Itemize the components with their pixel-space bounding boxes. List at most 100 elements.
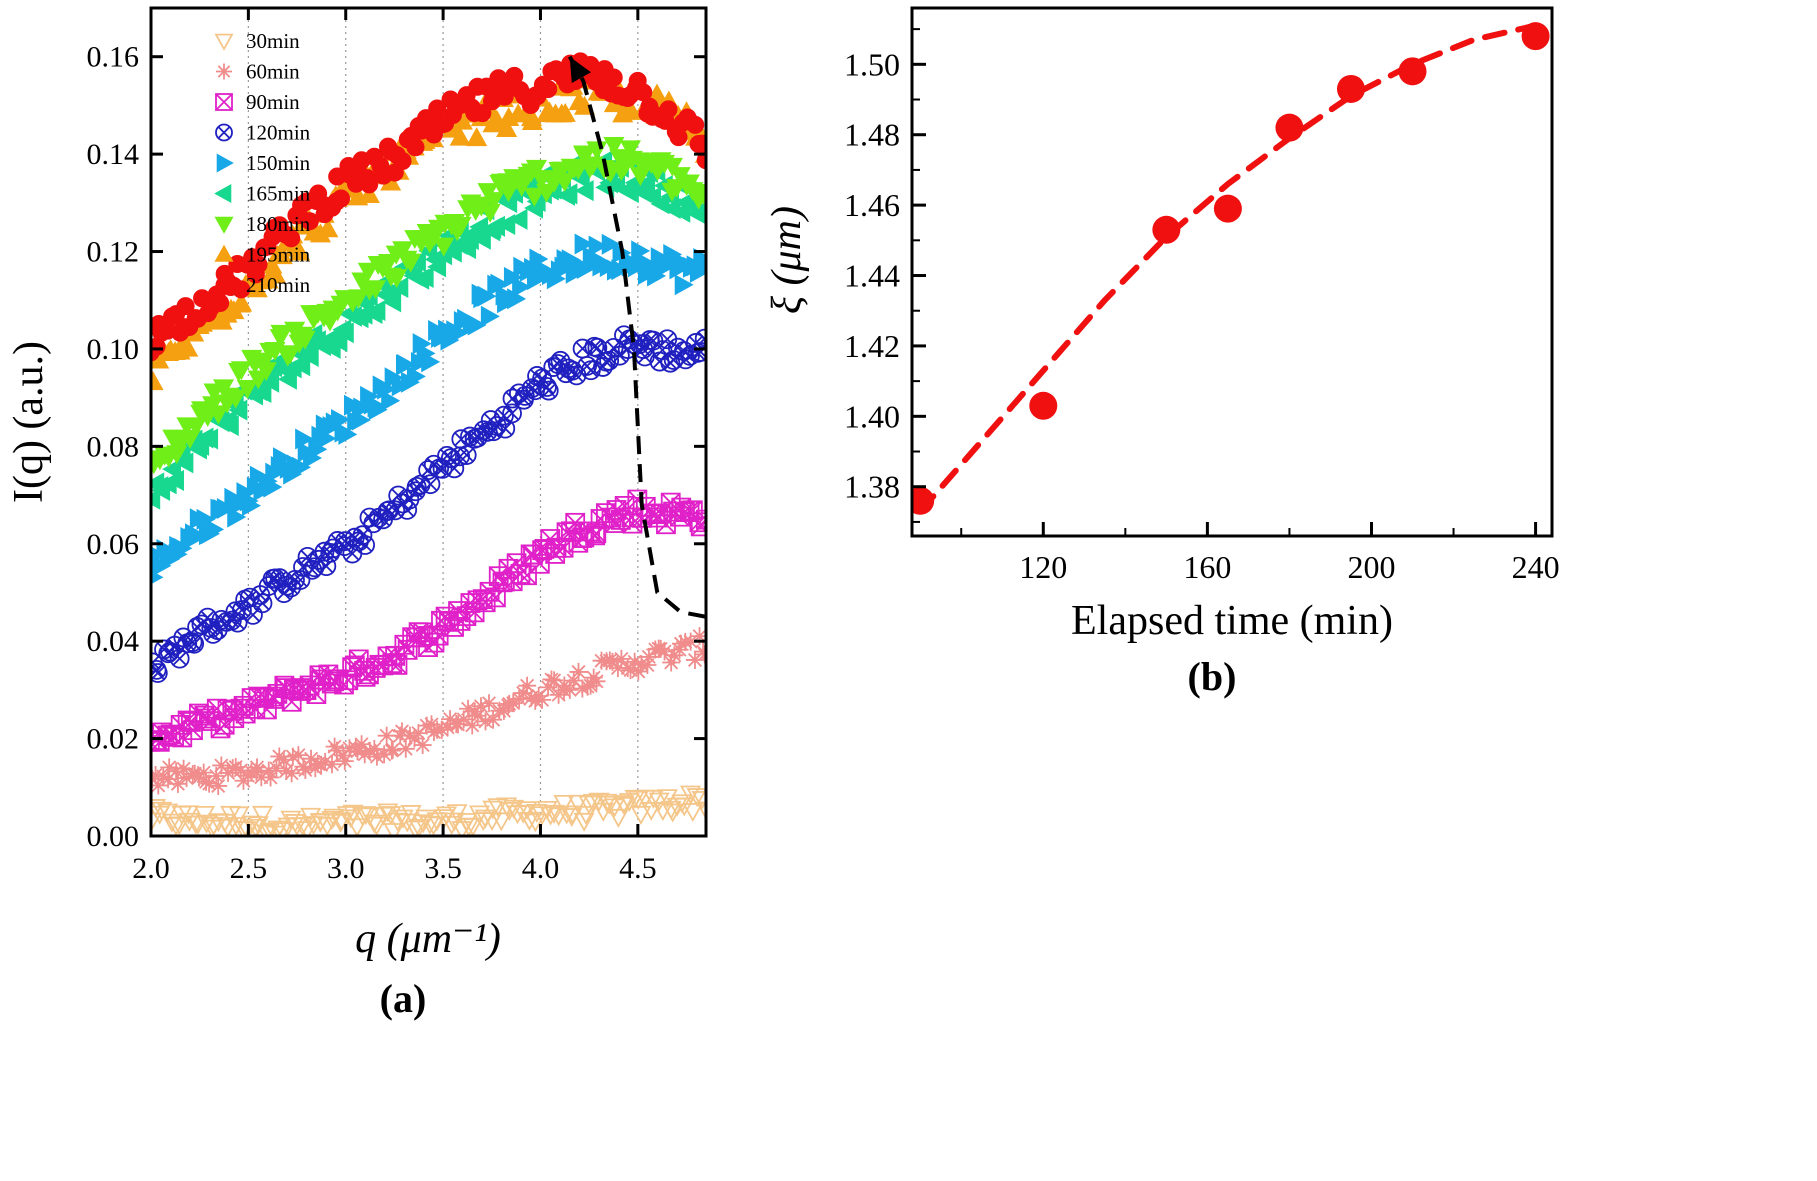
data-point [630,805,652,825]
data-point [618,793,640,813]
data-point [282,229,301,248]
data-point [639,647,658,666]
data-point [366,816,388,836]
data-point [603,136,625,156]
data-point [199,428,219,450]
data-point [596,793,618,813]
data-point [396,739,415,758]
data-point [518,676,537,695]
data-point [255,362,277,382]
data-point [539,678,558,697]
data-point [205,518,225,540]
data-point [194,763,213,782]
data-point [176,297,195,316]
x-tick-label: 3.5 [424,852,462,885]
data-point [467,314,487,336]
data-point [306,759,325,778]
series-60min [151,627,706,795]
data-point [404,820,426,836]
data-point [382,291,402,313]
data-point [427,256,447,278]
legend-marker [214,216,234,234]
data-point [317,218,339,238]
data-point [408,818,430,836]
legend-item-30min: 30min [214,29,300,53]
data-point [260,371,280,393]
y-tick-label: 1.48 [844,117,900,153]
legend-label: 210min [246,273,311,297]
x-tick-label: 3.0 [327,852,365,885]
data-point [504,694,523,713]
data-point [231,761,250,780]
data-point [574,180,594,202]
data-point [438,718,457,737]
legend-label: 195min [246,243,311,267]
data-point [334,322,354,344]
legend-marker [214,183,232,204]
data-point [525,159,547,179]
data-point [334,746,353,765]
data-point [417,716,436,735]
data-point [267,820,289,836]
data-point [405,729,424,748]
data-point [475,592,496,613]
data-point [567,160,589,180]
data-point [624,789,646,809]
data-point [432,720,451,739]
data-point [346,738,365,757]
data-point [604,798,626,818]
data-point [476,712,495,731]
data-point [375,745,394,764]
data-point [517,565,537,586]
data-point [484,710,503,729]
data-point [197,772,216,791]
data-point [165,469,185,491]
data-point [573,812,595,832]
data-point [462,817,484,836]
data-point [406,138,425,157]
data-point [327,741,346,760]
data-point [421,351,441,373]
data-point [497,183,520,203]
legend-marker [215,276,233,294]
data-point [177,337,199,357]
panel-a-xlabel: q (μm⁻¹) [355,916,501,962]
y-tick-label: 1.40 [844,398,900,434]
data-point [450,216,472,236]
data-point [463,716,482,735]
legend-label: 165min [246,182,311,206]
data-point [480,305,500,327]
panel-a-dashed-arrow [567,55,706,619]
data-point [1336,74,1365,103]
data-point [629,662,648,681]
x-tick-label: 200 [1347,549,1395,585]
data-point [391,375,411,397]
data-point [347,289,370,309]
data-point [160,758,179,777]
data-point [1213,194,1242,223]
data-point [601,233,621,255]
data-point [377,726,396,745]
data-point [363,814,385,834]
data-point [203,816,225,836]
data-point [294,757,313,776]
data-point [377,253,399,273]
fit-line [917,22,1539,515]
data-point [670,640,689,659]
data-point [392,809,414,829]
data-point [226,758,245,777]
data-point [151,801,173,821]
data-point [231,292,253,312]
data-point [674,274,694,296]
data-point [912,486,935,515]
data-point [209,776,228,795]
data-point [524,813,546,833]
data-point [514,684,533,703]
data-point [162,458,181,480]
legend-item-150min: 150min [216,151,311,175]
data-point [207,405,229,425]
series-180min [151,136,706,475]
data-point [698,252,706,274]
data-point [151,776,168,795]
data-point [154,767,173,786]
